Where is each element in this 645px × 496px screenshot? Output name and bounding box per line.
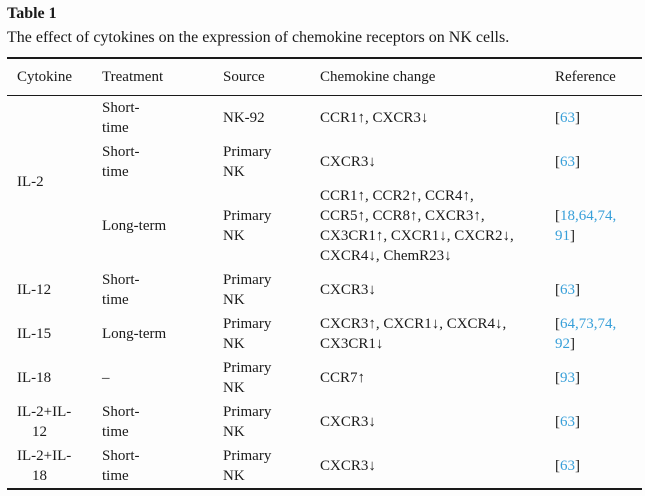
column-header-chemokine-change: Chemokine change [320,58,555,96]
cell-source: Primary NK [223,208,272,244]
cell-source: Primary NK [223,448,272,484]
reference-bracket-open: [ [555,458,560,474]
cytokine-label: IL-2+IL- 18 [17,448,72,484]
table-row: IL-15 Long-term Primary NK CXCR3↑, CXCR1↓, … [7,312,642,356]
cell-cytokine: IL-15 [7,312,102,356]
cell-cytokine: IL-2+IL- 12 [7,400,102,444]
cytokine-label: IL-18 [17,370,52,386]
reference-bracket-open: [ [555,414,560,430]
table-row: IL-18 – Primary NK CCR7↑ [93] [7,356,642,400]
cell-chemokine: CXCR3↓ [320,458,376,474]
reference-bracket-open: [ [555,282,560,298]
cell-treatment: Long-term [102,218,167,234]
cell-treatment: – [102,370,110,386]
table-row: IL-2 Short- time NK-92 CCR1↑, CXCR3↓ [63] [7,96,642,190]
table-row: IL-2+IL- 18 Short- time Primary NK CXCR3↓ [6… [7,444,642,489]
cell-source: NK-92 [223,110,265,126]
column-header-treatment: Treatment [102,58,223,96]
table-caption: The effect of cytokines on the expressio… [7,29,510,46]
cell-treatment: Short- time [102,404,140,440]
reference-bracket-close: ] [570,336,575,352]
column-header-reference: Reference [555,58,642,96]
reference-bracket-open: [ [555,316,560,332]
cell-chemokine: CCR1↑, CXCR3↓ [320,110,429,126]
cytokine-label: IL-2 [17,174,44,190]
cell-treatment: Short- time [102,100,140,136]
column-header-cytokine: Cytokine [7,58,102,96]
header-row: Cytokine Treatment Source Chemokine chan… [7,58,642,96]
cell-chemokine: CXCR3↑, CXCR1↓, CXCR4↓, CX3CR1↓ [320,316,507,352]
reference-bracket-close: ] [570,228,575,244]
cell-treatment: Short- time [102,272,140,308]
reference-bracket-close: ] [575,110,580,126]
cell-cytokine: IL-12 [7,268,102,312]
cell-source: Primary NK [223,144,272,180]
cell-reference: [63] [555,96,642,141]
reference-bracket-open: [ [555,110,560,126]
cell-source: Primary NK [223,404,272,440]
cell-reference: [63] [555,268,642,312]
reference-link[interactable]: 18,64,74, 91 [555,208,617,244]
table-row: Short- time Primary NK CXCR3↓ [63] [7,140,642,184]
cell-treatment: Short- time [102,448,140,484]
reference-bracket-close: ] [575,282,580,298]
reference-link[interactable]: 93 [560,370,575,386]
reference-link[interactable]: 64,73,74, 92 [555,316,617,352]
reference-bracket-open: [ [555,154,560,170]
table-row: Long-term Primary NK CCR1↑, CCR2↑, CCR4↑, … [7,184,642,268]
column-header-source: Source [223,58,320,96]
cell-reference: [63] [555,444,642,489]
cell-chemokine: CXCR3↓ [320,414,376,430]
cell-cytokine: IL-2+IL- 18 [7,444,102,489]
reference-bracket-close: ] [575,458,580,474]
reference-bracket-open: [ [555,208,560,224]
cell-source: Primary NK [223,360,272,396]
cell-reference: [93] [555,356,642,400]
reference-bracket-close: ] [575,370,580,386]
table-row: IL-12 Short- time Primary NK CXCR3↓ [63] [7,268,642,312]
cell-source: Primary NK [223,272,272,308]
cytokine-label: IL-12 [17,282,52,298]
table-row: IL-2+IL- 12 Short- time Primary NK CXCR3↓ [6… [7,400,642,444]
reference-bracket-close: ] [575,414,580,430]
cell-source: Primary NK [223,316,272,352]
reference-link[interactable]: 63 [560,110,575,126]
cell-cytokine: IL-18 [7,356,102,400]
cytokine-label: IL-15 [17,326,52,342]
cell-chemokine: CCR7↑ [320,370,366,386]
cell-chemokine: CXCR3↓ [320,282,376,298]
cell-treatment: Short- time [102,144,140,180]
reference-link[interactable]: 63 [560,154,575,170]
cytokine-label: IL-2+IL- 12 [17,404,72,440]
cell-reference: [64,73,74, 92] [555,312,642,356]
reference-link[interactable]: 63 [560,458,575,474]
reference-link[interactable]: 63 [560,414,575,430]
table-body: IL-2 Short- time NK-92 CCR1↑, CXCR3↓ [63] Sho… [7,96,642,490]
cell-reference: [63] [555,140,642,184]
cell-reference: [18,64,74, 91] [555,184,642,268]
cell-treatment: Long-term [102,326,167,342]
cell-chemokine: CCR1↑, CCR2↑, CCR4↑, CCR5↑, CCR8↑, CXCR3… [320,188,514,264]
table-header: Cytokine Treatment Source Chemokine chan… [7,58,642,96]
table-label: Table 1 [7,5,57,22]
reference-bracket-close: ] [575,154,580,170]
reference-bracket-open: [ [555,370,560,386]
cell-reference: [63] [555,400,642,444]
cell-chemokine: CXCR3↓ [320,154,376,170]
cell-cytokine: IL-2 [7,96,102,269]
cytokine-table: Cytokine Treatment Source Chemokine chan… [7,57,642,490]
reference-link[interactable]: 63 [560,282,575,298]
